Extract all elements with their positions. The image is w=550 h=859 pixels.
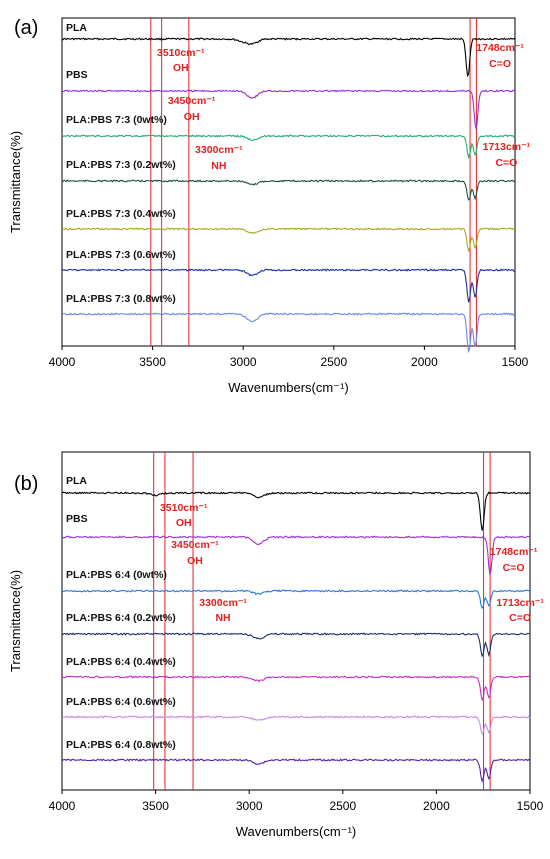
reference-sublabel: NH xyxy=(211,160,226,172)
reference-label: 3450cm⁻¹ xyxy=(171,539,219,551)
series-line xyxy=(61,535,531,575)
series-label: PLA:PBS 7:3 (0.8wt%) xyxy=(66,293,176,305)
reference-sublabel: OH xyxy=(176,517,192,529)
x-tick-label: 2500 xyxy=(329,799,356,813)
x-tick-label: 1500 xyxy=(502,355,529,369)
x-tick-label: 3000 xyxy=(236,799,263,813)
x-tick-label: 4000 xyxy=(49,799,76,813)
series-label: PLA:PBS 7:3 (0.2wt%) xyxy=(66,159,176,171)
reference-sublabel: C=O xyxy=(503,562,525,574)
panel-label: (b) xyxy=(14,473,38,495)
series-line xyxy=(61,491,531,531)
y-axis-label: Transmittance(%) xyxy=(8,570,23,672)
x-tick-label: 2000 xyxy=(411,355,438,369)
series-label: PLA xyxy=(66,22,87,34)
series-label: PBS xyxy=(66,69,88,81)
series-label: PLA xyxy=(66,475,87,487)
x-tick-label: 2500 xyxy=(320,355,347,369)
reference-sublabel: OH xyxy=(187,555,203,567)
series-label: PLA:PBS 6:4 (0.4wt%) xyxy=(66,656,176,668)
reference-label: 1748cm⁻¹ xyxy=(476,42,524,54)
reference-label: 3510cm⁻¹ xyxy=(157,47,205,59)
reference-label: 3510cm⁻¹ xyxy=(160,502,208,514)
reference-label: 1748cm⁻¹ xyxy=(490,546,538,558)
reference-sublabel: OH xyxy=(173,62,189,74)
series-label: PLA:PBS 7:3 (0.6wt%) xyxy=(66,249,176,261)
reference-sublabel: C=O xyxy=(489,58,511,70)
y-axis-label: Transmittance(%) xyxy=(8,131,23,233)
series-line xyxy=(61,89,516,130)
chart-panel-a: PLA PBS PLA:PBS 7:3 (0wt%) PLA:PBS 7:3 (0.2… xyxy=(8,17,531,395)
series-label: PLA:PBS 7:3 (0.4wt%) xyxy=(66,208,176,220)
series-line xyxy=(61,268,516,303)
series-label: PLA:PBS 6:4 (0.2wt%) xyxy=(66,612,176,624)
reference-label: 3450cm⁻¹ xyxy=(168,95,216,107)
series-line xyxy=(61,758,531,784)
series-label: PLA:PBS 6:4 (0.6wt%) xyxy=(66,696,176,708)
chart-panel-b: PLA PBS PLA:PBS 6:4 (0wt%) PLA:PBS 6:4 (0.2… xyxy=(8,451,544,839)
x-axis-label: Wavenumbers(cm⁻¹) xyxy=(236,824,357,839)
series-line xyxy=(61,632,531,658)
reference-sublabel: C=O xyxy=(495,157,517,169)
series-label: PLA:PBS 6:4 (0.8wt%) xyxy=(66,739,176,751)
series-line xyxy=(61,179,516,201)
plot-frame xyxy=(61,451,531,791)
series-line xyxy=(61,37,516,78)
series-line xyxy=(61,312,516,354)
series-label: PLA:PBS 7:3 (0wt%) xyxy=(66,114,167,126)
reference-sublabel: OH xyxy=(184,111,200,123)
series-label: PBS xyxy=(66,513,88,525)
x-tick-label: 1500 xyxy=(517,799,544,813)
series-line xyxy=(61,227,516,253)
series-label: PLA:PBS 6:4 (0wt%) xyxy=(66,569,167,581)
series-line xyxy=(61,715,531,735)
reference-sublabel: NH xyxy=(215,612,230,624)
reference-label: 3300cm⁻¹ xyxy=(199,597,247,609)
x-tick-label: 3500 xyxy=(139,355,166,369)
reference-label: 1713cm⁻¹ xyxy=(483,141,531,153)
series-line xyxy=(61,134,516,160)
reference-sublabel: C=O xyxy=(509,612,531,624)
x-tick-label: 3500 xyxy=(142,799,169,813)
x-tick-label: 4000 xyxy=(49,355,76,369)
x-axis-label: Wavenumbers(cm⁻¹) xyxy=(228,380,349,395)
series-line xyxy=(61,589,531,610)
x-tick-label: 3000 xyxy=(230,355,257,369)
series-line xyxy=(61,675,531,702)
reference-label: 3300cm⁻¹ xyxy=(195,144,243,156)
panel-label: (a) xyxy=(14,17,38,39)
x-tick-label: 2000 xyxy=(423,799,450,813)
reference-label: 1713cm⁻¹ xyxy=(496,597,544,609)
